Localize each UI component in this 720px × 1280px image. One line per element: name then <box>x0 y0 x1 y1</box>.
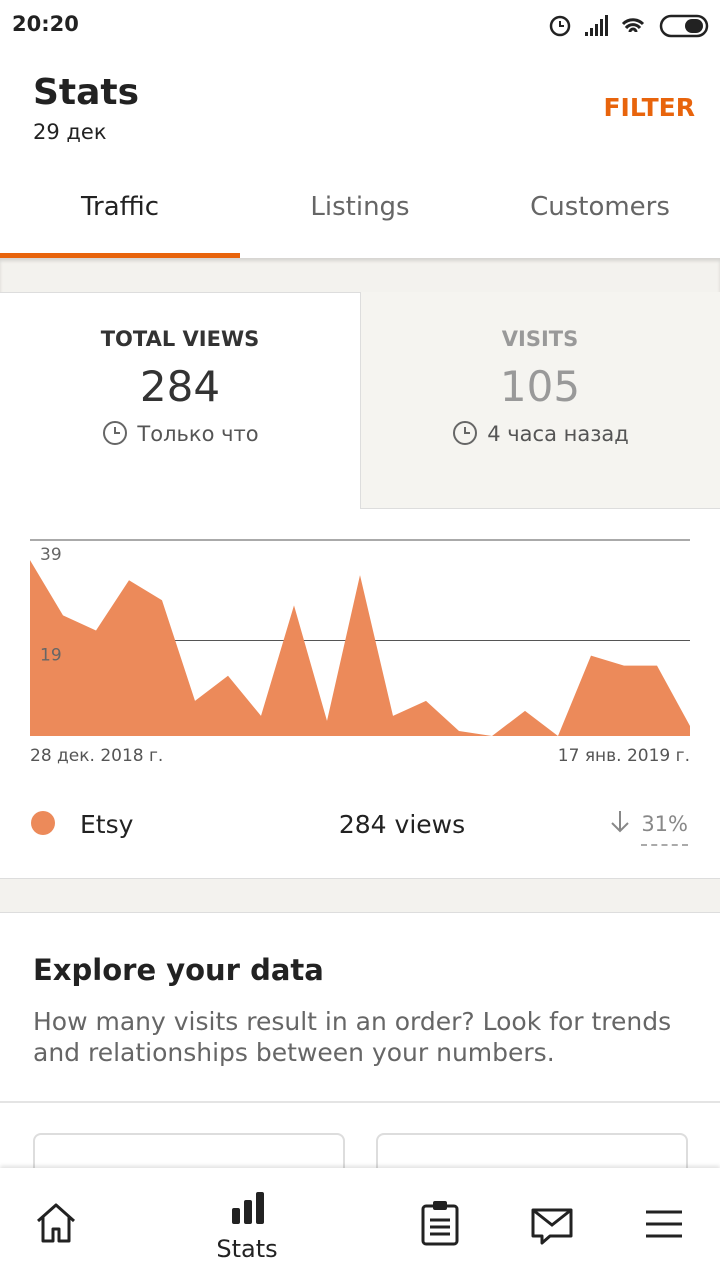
card-label: VISITS <box>501 327 579 351</box>
tab[interactable]: Traffic <box>80 192 160 222</box>
filter-button[interactable]: FILTER <box>603 93 695 122</box>
tab[interactable]: Listings <box>310 192 410 222</box>
tab[interactable]: Customers <box>530 192 670 222</box>
orders-icon[interactable] <box>420 1198 460 1248</box>
card-value: 284 <box>139 362 221 411</box>
legend-name: Etsy <box>80 810 134 839</box>
clock-icon <box>103 421 128 445</box>
page-title: Stats <box>33 72 140 113</box>
nav-label: Stats <box>216 1235 278 1263</box>
x-tick-label: 28 дек. 2018 г. <box>30 746 163 766</box>
status-time: 20:20 <box>12 12 79 36</box>
status-icons <box>549 14 709 38</box>
divider <box>0 878 720 913</box>
divider <box>0 1101 720 1103</box>
x-tick-label: 17 янв. 2019 г. <box>558 746 690 766</box>
y-tick-label: 39 <box>40 545 62 565</box>
card-updated-text: Только что <box>137 422 259 446</box>
area <box>30 560 690 736</box>
card-value: 105 <box>499 362 581 411</box>
clock-icon <box>453 421 478 445</box>
menu-icon[interactable] <box>644 1208 684 1240</box>
y-tick-label: 19 <box>40 646 62 666</box>
stats-icon[interactable] <box>230 1190 266 1226</box>
bottom-nav: Stats <box>0 1168 720 1280</box>
card-updated: Только что <box>0 419 360 447</box>
legend-swatch <box>31 811 55 835</box>
messages-icon[interactable] <box>530 1206 574 1246</box>
down-arrow <box>611 811 629 833</box>
explore-text: How many visits result in an order? Look… <box>33 1007 672 1067</box>
legend-total: 284 views <box>338 810 466 839</box>
tab-indicator <box>0 253 240 258</box>
legend-change[interactable]: 31% <box>641 812 688 846</box>
home-icon[interactable] <box>34 1201 78 1245</box>
card-updated: 4 часа назад <box>360 419 720 447</box>
visits-card[interactable] <box>360 292 720 509</box>
card-updated-text: 4 часа назад <box>487 422 629 446</box>
card-label: TOTAL VIEWS <box>100 327 260 351</box>
explore-title: Explore your data <box>33 953 324 987</box>
views-chart: 19 39 28 дек. 2018 г. 17 янв. 2019 г. <box>30 539 690 766</box>
page-date: 29 дек <box>33 120 107 144</box>
